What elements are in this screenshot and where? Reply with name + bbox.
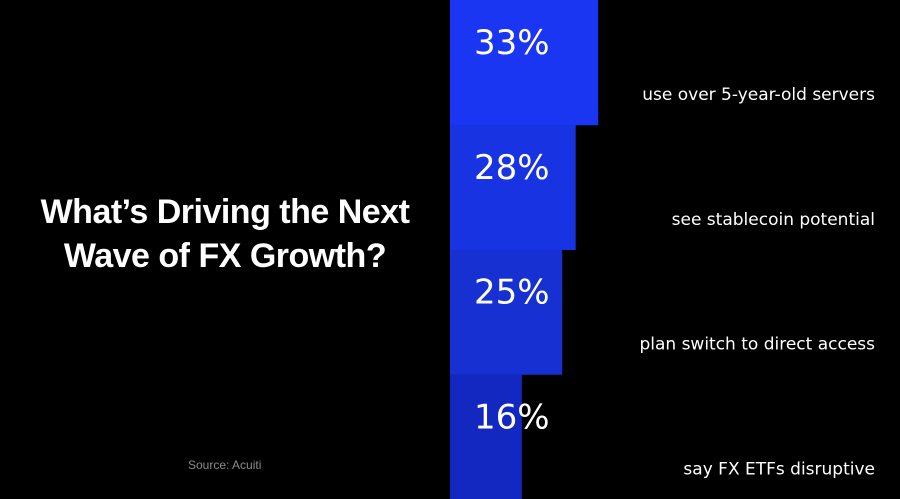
- data-label: 16%: [474, 397, 550, 437]
- data-label: 28%: [474, 148, 550, 188]
- data-label: 33%: [474, 23, 550, 63]
- bar: [450, 374, 522, 499]
- bar: [450, 0, 599, 126]
- category-label: say FX ETFs disruptive: [683, 459, 875, 479]
- data-label: 25%: [474, 273, 550, 313]
- category-label: see stablecoin potential: [672, 210, 875, 230]
- bar: [450, 124, 576, 250]
- bar: [450, 249, 563, 375]
- category-label: plan switch to direct access: [639, 335, 875, 355]
- category-label: use over 5-year-old servers: [642, 85, 875, 105]
- chart-title: What’s Driving the Next Wave of FX Growt…: [40, 193, 410, 275]
- source-note: Source: Acuiti: [188, 458, 262, 472]
